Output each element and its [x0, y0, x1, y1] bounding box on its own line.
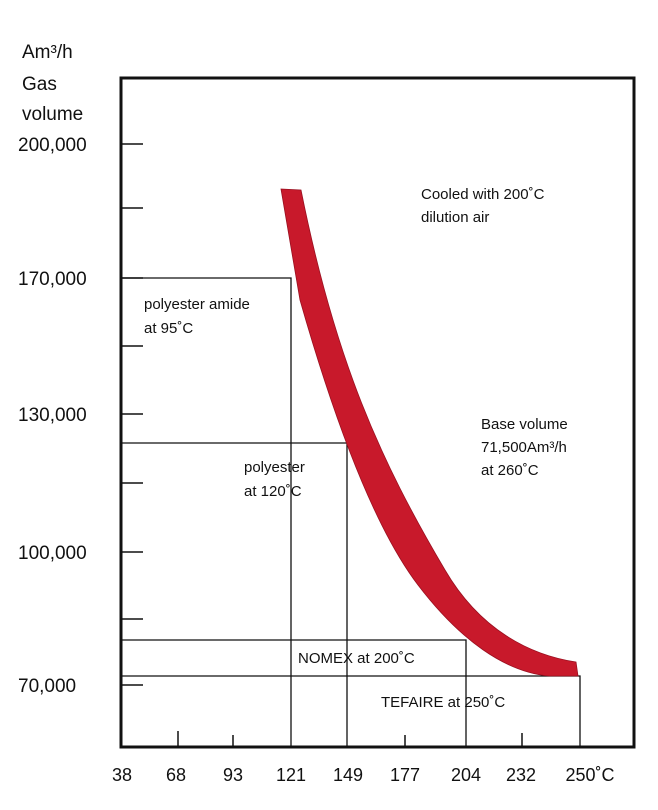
plot-frame [119, 76, 636, 749]
polyester-amide-label-line-2: at 95˚C [144, 320, 193, 337]
x-tick-label-149: 149 [333, 765, 363, 785]
polyester-amide-limit-box [121, 277, 292, 747]
polyester-label-line-2: at 120˚C [244, 483, 302, 500]
x-tick-label-204: 204 [451, 765, 481, 785]
polyester-limit-box [121, 442, 348, 747]
x-tick-label-68: 68 [166, 765, 186, 785]
y-tick-label-130000: 130,000 [18, 405, 87, 426]
y-axis-title-line-3: volume [22, 104, 83, 125]
cooling-curve-series [280, 188, 579, 677]
x-tick-label-177: 177 [390, 765, 420, 785]
nomex-limit-box [121, 639, 467, 747]
tefaire-limit-box [121, 675, 581, 747]
x-tick-label-38: 38 [112, 765, 132, 785]
x-tick-label-93: 93 [223, 765, 243, 785]
polyester-label-line-1: polyester [244, 459, 305, 476]
cooled-note-line-1: Cooled with 200˚C [421, 186, 545, 203]
base-volume-line-3: at 260˚C [481, 462, 539, 479]
x-tick-label-232: 232 [506, 765, 536, 785]
y-tick-label-170000: 170,000 [18, 269, 87, 290]
y-tick-label-200000: 200,000 [18, 135, 87, 156]
y-axis-title-line-1: Am³/h [22, 42, 73, 63]
fabric-limit-lines [121, 277, 581, 747]
polyester-amide-label-line-1: polyester amide [144, 296, 250, 313]
tefaire-label: TEFAIRE at 250˚C [381, 694, 505, 711]
cooled-note-line-2: dilution air [421, 209, 489, 226]
y-axis-ticks [121, 143, 143, 686]
y-axis-title-line-2: Gas [22, 74, 57, 95]
base-volume-line-1: Base volume [481, 416, 568, 433]
x-axis-ticks [177, 731, 523, 747]
x-tick-label-121: 121 [276, 765, 306, 785]
x-tick-label-250: 250˚C [565, 765, 614, 785]
y-tick-label-100000: 100,000 [18, 543, 87, 564]
y-tick-label-70000: 70,000 [18, 676, 76, 697]
nomex-label: NOMEX at 200˚C [298, 650, 415, 667]
base-volume-line-2: 71,500Am³/h [481, 439, 567, 456]
